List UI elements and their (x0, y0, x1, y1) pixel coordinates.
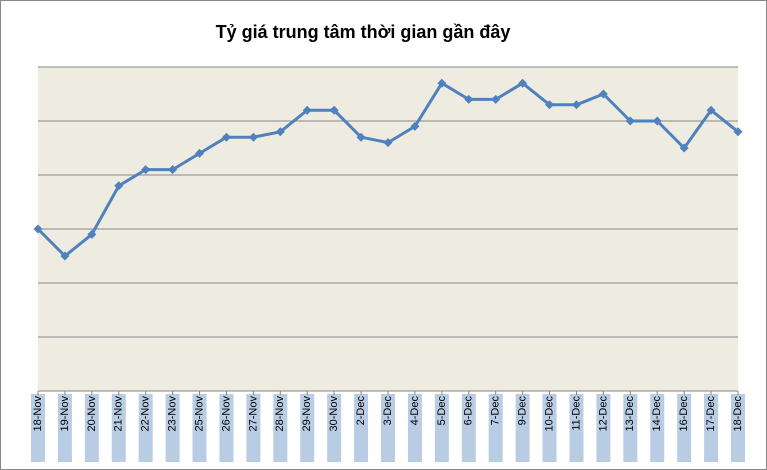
x-tick-label: 30-Nov (328, 396, 340, 432)
data-point (410, 121, 420, 131)
x-label-bg (407, 394, 422, 462)
data-point (114, 181, 124, 191)
data-point (383, 138, 393, 148)
x-tick-label: 26-Nov (220, 396, 232, 432)
x-label-bg (650, 394, 665, 462)
x-tick-label: 7-Dec (490, 396, 502, 426)
x-tick-label: 4-Dec (409, 396, 421, 426)
x-label-bg (542, 394, 557, 462)
data-point (302, 105, 312, 115)
data-point (60, 251, 70, 261)
x-tick-label: 22-Nov (140, 396, 152, 432)
x-tick-label: 18-Dec (732, 396, 744, 432)
data-point (625, 116, 635, 126)
data-point (141, 165, 151, 175)
x-tick-label: 6-Dec (463, 396, 475, 426)
data-point (545, 100, 555, 110)
data-point (598, 89, 608, 99)
x-label-bg (434, 394, 449, 462)
x-label-bg (461, 394, 476, 462)
data-point (652, 116, 662, 126)
x-tick-label: 18-Nov (32, 396, 44, 432)
x-tick-label: 29-Nov (301, 396, 313, 432)
x-tick-label: 11-Dec (570, 396, 582, 431)
x-label-bg (677, 394, 692, 462)
x-label-bg (138, 394, 153, 462)
x-tick-label: 5-Dec (436, 396, 448, 426)
x-tick-label: 27-Nov (247, 396, 259, 432)
data-point (491, 94, 501, 104)
data-point (464, 94, 474, 104)
data-point (706, 105, 716, 115)
x-label-bg (381, 394, 395, 462)
x-label-bg (300, 394, 315, 462)
x-label-bg (569, 394, 584, 462)
data-point (87, 229, 97, 239)
x-tick-label: 14-Dec (651, 396, 663, 432)
data-point (679, 143, 689, 153)
data-point (329, 105, 339, 115)
x-label-bg (111, 394, 126, 462)
data-point (248, 132, 258, 142)
data-point (195, 148, 205, 158)
x-label-bg (192, 394, 207, 462)
data-point (733, 127, 743, 137)
data-point (437, 78, 447, 88)
data-point (33, 224, 43, 234)
data-point (518, 78, 528, 88)
x-tick-label: 23-Nov (167, 396, 179, 432)
x-tick-label: 21-Nov (113, 396, 125, 432)
x-label-bg (246, 394, 261, 462)
data-point (275, 127, 285, 137)
x-tick-label: 2-Dec (355, 396, 367, 426)
x-tick-label: 17-Dec (705, 396, 717, 432)
x-tick-label: 9-Dec (517, 396, 529, 426)
x-tick-label: 19-Nov (59, 396, 71, 432)
x-label-bg (354, 394, 369, 462)
x-tick-label: 25-Nov (193, 396, 205, 432)
x-label-bg (488, 394, 503, 462)
data-point (571, 100, 581, 110)
x-label-bg (327, 394, 342, 462)
x-tick-label: 20-Nov (86, 396, 98, 432)
x-tick-label: 28-Nov (274, 396, 286, 432)
chart-title: Tỷ giá trung tâm thời gian gần đây (216, 22, 511, 42)
x-label-bg (84, 394, 99, 462)
x-label-bg (165, 394, 180, 462)
data-point (356, 132, 366, 142)
x-tick-label: 10-Dec (543, 396, 555, 432)
x-label-bg (623, 394, 638, 462)
x-label-bg (31, 394, 45, 462)
x-label-bg (596, 394, 611, 462)
x-tick-label: 13-Dec (624, 396, 636, 432)
data-point (168, 165, 178, 175)
x-label-bg (704, 394, 719, 462)
x-label-bg (219, 394, 234, 462)
x-label-bg (731, 394, 745, 462)
x-label-bg (515, 394, 530, 462)
data-point (221, 132, 231, 142)
x-tick-label: 12-Dec (597, 396, 609, 432)
x-tick-label: 3-Dec (382, 396, 394, 426)
x-label-bg (57, 394, 72, 462)
x-tick-label: 16-Dec (678, 396, 690, 432)
x-label-bg (273, 394, 288, 462)
